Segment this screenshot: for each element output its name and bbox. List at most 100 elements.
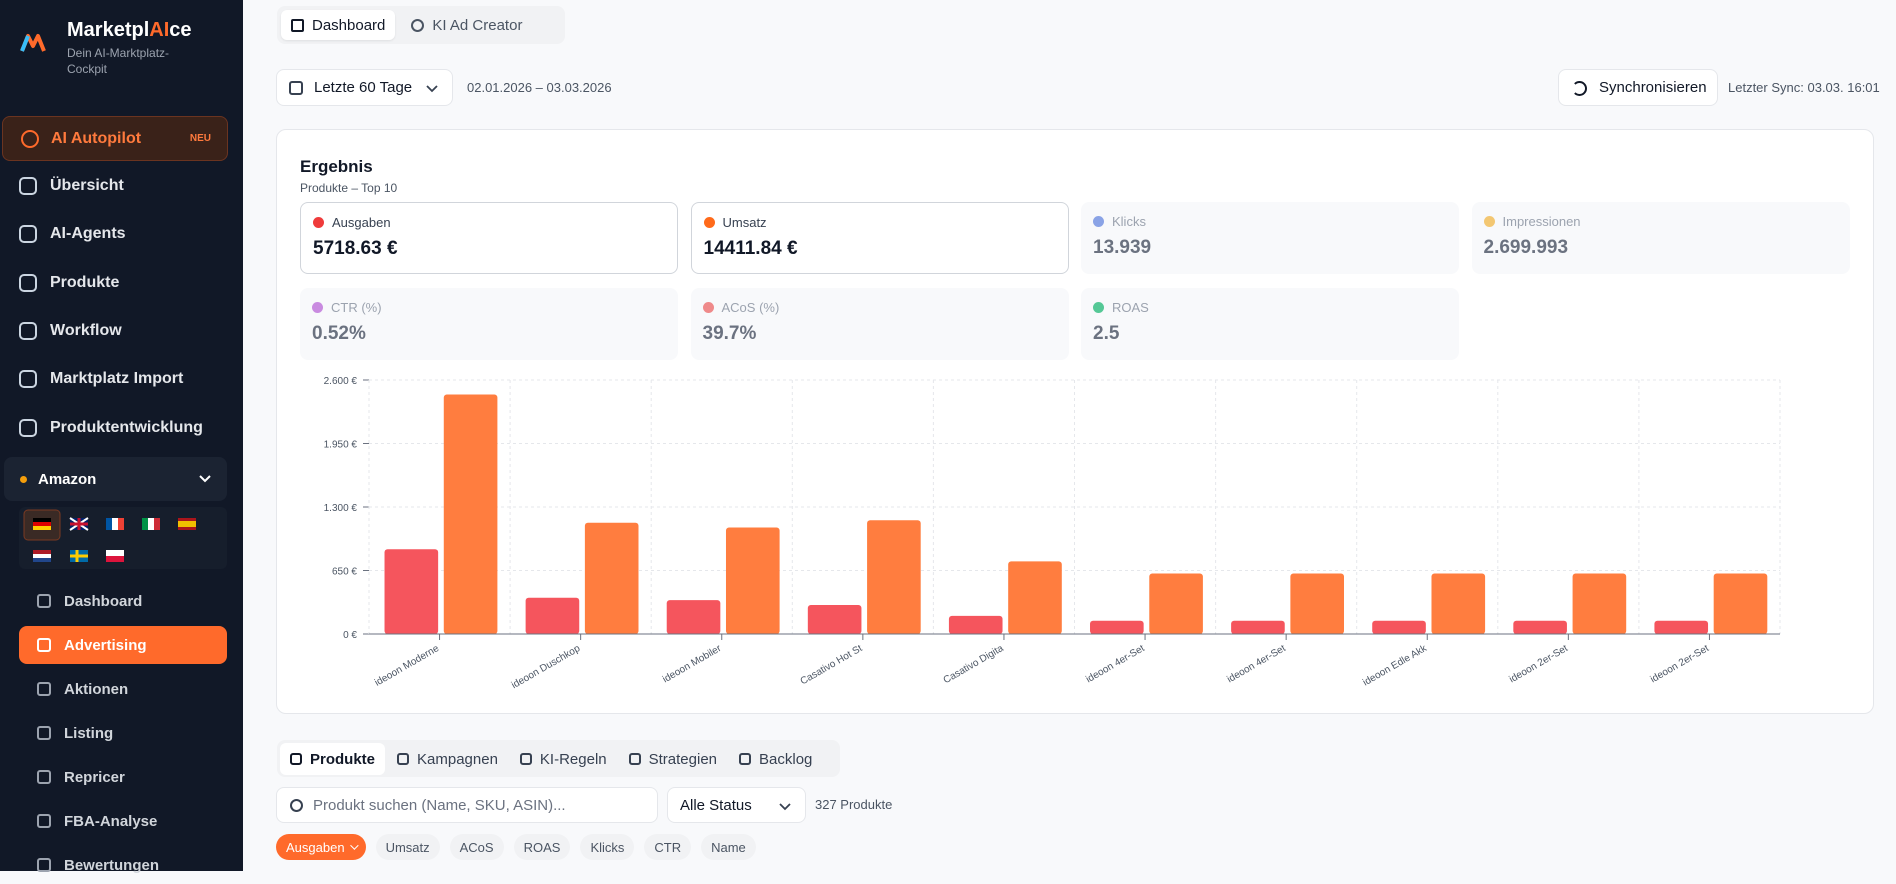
subnav-item[interactable]: Advertising: [19, 626, 227, 664]
subnav-item[interactable]: Dashboard: [19, 582, 227, 620]
bottom-tab[interactable]: Backlog: [729, 743, 822, 775]
tab-label: Kampagnen: [417, 750, 498, 768]
y-tick-label: 0 €: [343, 630, 357, 641]
nav-item[interactable]: Produktentwicklung: [0, 408, 243, 448]
sync-button[interactable]: Synchronisieren: [1558, 69, 1718, 106]
metric-label: ROAS: [1093, 300, 1447, 315]
metric-tile[interactable]: CTR (%) 0.52%: [300, 288, 678, 360]
logo: [20, 34, 46, 52]
status-label: Alle Status: [680, 796, 752, 814]
bottom-tab[interactable]: KI-Regeln: [510, 743, 617, 775]
chip-label: ROAS: [523, 839, 561, 855]
nav-item[interactable]: Workflow: [0, 311, 243, 351]
subnav-item[interactable]: Bewertungen: [19, 846, 227, 884]
nav-icon: [19, 321, 37, 340]
nav-icon: [19, 273, 37, 292]
sort-arrow: [349, 841, 359, 850]
bottom-tab[interactable]: Strategien: [619, 743, 727, 775]
metric-value: 2.5: [1093, 323, 1120, 344]
chip-label: Umsatz: [385, 839, 430, 855]
metric-value: 5718.63 €: [313, 238, 398, 259]
metric-value: 14411.84 €: [703, 238, 798, 259]
bar: [1231, 620, 1285, 634]
nav-item[interactable]: AI-Agents: [0, 214, 243, 254]
marketplace-label: Amazon: [38, 470, 97, 488]
bottom-tab[interactable]: Produkte: [280, 743, 386, 775]
date-range: 02.01.2026 – 03.03.2026: [467, 80, 612, 95]
metric-name: Ausgaben: [332, 215, 391, 230]
metric-name: Impressionen: [1502, 214, 1581, 229]
autopilot[interactable]: AI Autopilot NEU: [2, 116, 228, 161]
metric-label: ACoS (%): [702, 300, 1057, 315]
subnav-label: Repricer: [64, 768, 125, 786]
chip-label: Name: [711, 839, 746, 855]
search-placeholder: Produkt suchen (Name, SKU, ASIN)...: [313, 796, 566, 814]
card-subtitle: Produkte – Top 10: [300, 181, 398, 195]
search-input[interactable]: Produkt suchen (Name, SKU, ASIN)...: [276, 787, 658, 823]
marketplace-toggle[interactable]: Amazon: [4, 457, 227, 501]
sort-chip[interactable]: CTR: [644, 834, 692, 860]
sort-chip[interactable]: Ausgaben: [276, 834, 366, 860]
metric-tile[interactable]: Impressionen 2.699.993: [1471, 202, 1850, 274]
status-select[interactable]: Alle Status: [667, 787, 806, 823]
nav-label: Workflow: [50, 321, 122, 339]
subnav-icon: [37, 594, 51, 608]
sort-chip[interactable]: ROAS: [513, 834, 571, 860]
metric-value: 2.699.993: [1483, 237, 1569, 258]
x-tick-label: Casativo Hot St: [799, 643, 865, 687]
brand-highlight: AI: [149, 19, 170, 41]
period-select[interactable]: Letzte 60 Tage: [276, 69, 453, 106]
sort-chip[interactable]: Umsatz: [375, 834, 440, 860]
metric-tile[interactable]: Ausgaben 5718.63 €: [300, 202, 678, 274]
nav-icon: [19, 225, 37, 244]
metric-tile[interactable]: Klicks 13.939: [1081, 202, 1459, 274]
nav-label: Produkte: [50, 273, 120, 291]
metric-dot: [702, 302, 714, 313]
subnav-item[interactable]: Repricer: [19, 758, 227, 796]
metric-tile[interactable]: Umsatz 14411.84 €: [690, 202, 1069, 274]
nav-label: Übersicht: [50, 177, 124, 194]
bar: [1090, 620, 1144, 634]
bar-chart: 0 € 650 € 1.300 € 1.950 € 2.600 € ideoon Mode…: [324, 376, 1781, 691]
sort-chip[interactable]: ACoS: [449, 834, 504, 860]
subnav-icon: [37, 726, 51, 740]
sort-chip[interactable]: Name: [701, 834, 756, 860]
tab-label: KI Ad Creator: [432, 16, 523, 34]
sort-chip[interactable]: Klicks: [580, 834, 635, 860]
x-tick-label: ideoon 4er-Set: [1084, 643, 1147, 685]
card-title: Ergebnis: [300, 157, 373, 176]
metric-value: 0.52%: [312, 323, 366, 344]
bar: [807, 604, 862, 634]
bar: [867, 520, 921, 634]
badge: NEU: [189, 133, 211, 144]
metric-label: Klicks: [1093, 214, 1447, 229]
bottom-tab[interactable]: Kampagnen: [387, 743, 508, 775]
subnav-icon: [37, 814, 51, 828]
nav-item[interactable]: Produkte: [0, 263, 243, 303]
subnav-item[interactable]: FBA-Analyse: [19, 802, 227, 840]
nav-item[interactable]: Marktplatz Import: [0, 359, 243, 399]
nav-label: AI-Agents: [50, 225, 126, 243]
tab-icon: [411, 18, 425, 32]
bar: [1008, 561, 1062, 634]
subnav-label: FBA-Analyse: [64, 812, 158, 830]
tab-icon: [290, 753, 302, 765]
metric-dot: [1093, 216, 1104, 227]
x-tick-label: ideoon 4er-Set: [1225, 643, 1288, 685]
top-tab[interactable]: KI Ad Creator: [401, 10, 532, 40]
top-tab[interactable]: Dashboard: [281, 10, 396, 40]
bar: [1654, 620, 1709, 634]
tab-icon: [291, 18, 304, 32]
metric-name: ACoS (%): [721, 300, 780, 315]
subnav-item[interactable]: Listing: [19, 714, 227, 752]
subnav-item[interactable]: Aktionen: [19, 670, 227, 708]
y-tick-label: 2.600 €: [324, 376, 358, 387]
tab-icon: [397, 753, 410, 765]
nav-item[interactable]: Übersicht: [0, 166, 243, 206]
metric-value: 13.939: [1093, 237, 1152, 258]
tab-icon: [519, 753, 532, 765]
subnav-icon: [37, 858, 51, 872]
tab-label: KI-Regeln: [539, 750, 607, 768]
metric-tile[interactable]: ACoS (%) 39.7%: [690, 288, 1069, 360]
metric-tile[interactable]: ROAS 2.5: [1081, 288, 1459, 360]
